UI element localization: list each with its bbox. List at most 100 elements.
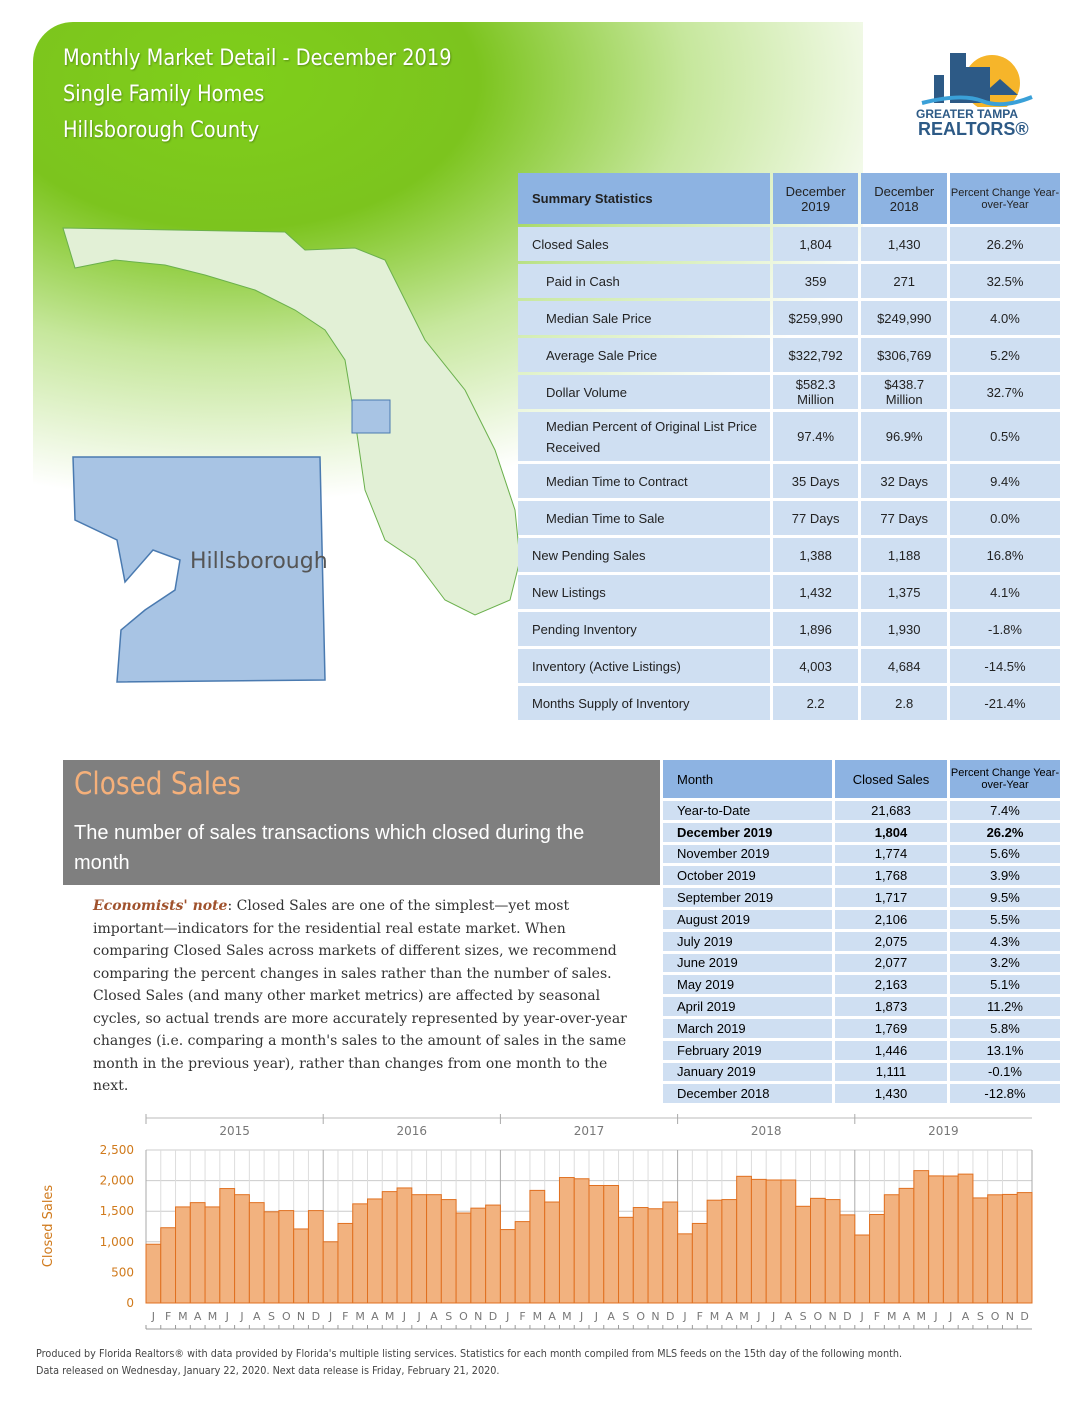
month: October 2019 [663,866,832,886]
header-pct-change: Percent Change Year-over-Year [950,173,1060,224]
month: July 2019 [663,931,832,951]
summary-row: Dollar Volume $582.3 Million $438.7 Millio… [518,375,1060,409]
footer: Produced by Florida Realtors® with data … [36,1346,902,1380]
month-row: January 2019 1,111 -0.1% [663,1062,1060,1082]
y-tick-label: 1,500 [100,1204,134,1218]
year-label: 2018 [751,1124,782,1138]
row-label: Median Time to Sale [518,501,770,535]
month-label: A [371,1310,379,1323]
bar [234,1194,250,1304]
bar [677,1233,693,1304]
current-value: 35 Days [772,464,859,498]
header-prior: December 2018 [861,173,947,224]
month-label: S [977,1310,984,1323]
note-label: Economists' note [93,898,228,914]
pct-change: -12.8% [950,1084,1060,1104]
month-label: J [771,1310,775,1323]
bar [721,1199,738,1304]
month-label: N [651,1310,659,1323]
florida-map: Hillsborough [62,227,521,683]
closed-sales: 1,446 [835,1040,947,1060]
monthly-closed-sales-table: Month Closed Sales Percent Change Year-o… [660,757,1063,1106]
bar [573,1178,590,1304]
month-row: September 2019 1,717 9.5% [663,888,1060,907]
month-row: June 2019 2,077 3.2% [663,953,1060,973]
bar [160,1227,177,1304]
prior-value: 2.8 [861,686,947,720]
current-value: 359 [772,264,859,298]
month-label: M [710,1310,720,1323]
pct-change: 32.5% [950,264,1060,298]
prior-value: 1,188 [861,538,947,572]
bar [352,1203,369,1304]
current-value: 1,804 [772,227,859,261]
month-label: J [682,1310,686,1323]
month-label: S [445,1310,452,1323]
bar [957,1173,974,1304]
month-row: Year-to-Date 21,683 7.4% [663,801,1060,820]
pct-change: 9.5% [950,888,1060,907]
bar [293,1228,309,1304]
pct-change: 5.8% [950,1018,1060,1038]
bar [706,1199,723,1304]
year-label: 2019 [928,1124,959,1138]
summary-row: Median Percent of Original List Price Re… [518,412,1060,461]
month-label: F [519,1310,525,1323]
summary-row: Average Sale Price $322,792 $306,769 5.2% [518,338,1060,372]
bar [278,1210,295,1304]
closed-sales: 21,683 [835,801,947,820]
closed-sales: 1,873 [835,997,947,1016]
month: March 2019 [663,1018,832,1038]
current-value: 97.4% [772,412,859,461]
month: April 2019 [663,997,832,1016]
bar [1001,1193,1018,1304]
summary-row: Median Sale Price $259,990 $249,990 4.0% [518,301,1060,335]
hillsborough-inset [72,456,326,683]
month: Year-to-Date [663,801,832,820]
bar [204,1206,221,1304]
prior-value: 1,430 [861,227,947,261]
prior-value: $306,769 [861,338,947,372]
bar [854,1234,871,1304]
summary-row: Inventory (Active Listings) 4,003 4,684 -14… [518,649,1060,683]
bar [499,1229,516,1304]
pct-change: 4.0% [950,301,1060,335]
bar [440,1199,457,1304]
logo-text-top: GREATER TAMPA [916,107,1018,121]
month-row: October 2019 1,768 3.9% [663,866,1060,886]
month-label: J [239,1310,243,1323]
row-label: Pending Inventory [518,612,770,646]
month-label: M [355,1310,365,1323]
bar [588,1184,605,1304]
closed-sales: 1,774 [835,844,947,864]
month-row: December 2018 1,430 -12.8% [663,1084,1060,1104]
month-label: A [785,1310,793,1323]
closed-sales: 2,163 [835,975,947,995]
pct-change: 26.2% [950,227,1060,261]
month-row: April 2019 1,873 11.2% [663,997,1060,1016]
bar [795,1205,812,1304]
skyline-sun-icon [921,53,1033,111]
row-label: Average Sale Price [518,338,770,372]
bar [942,1175,959,1304]
section-subtitle: The number of sales transactions which c… [74,822,585,874]
row-label: Dollar Volume [518,375,770,409]
bar [219,1188,236,1304]
bar [263,1211,280,1304]
prior-value: $438.7 Million [861,375,947,409]
current-value: 77 Days [772,501,859,535]
header-pct-change: Percent Change Year-over-Year [950,760,1060,798]
row-label: New Listings [518,575,770,609]
bar [987,1194,1003,1304]
month-label: A [430,1310,438,1323]
bar [455,1212,472,1304]
pct-change: -21.4% [950,686,1060,720]
pct-change: 11.2% [950,997,1060,1016]
y-tick-label: 2,000 [100,1174,134,1188]
year-label: 2015 [219,1124,250,1138]
month-label: O [991,1310,1000,1323]
header-closed-sales: Closed Sales [835,760,947,798]
pct-change: 26.2% [950,822,1060,842]
month-row: November 2019 1,774 5.6% [663,844,1060,864]
summary-row: Median Time to Sale 77 Days 77 Days 0.0% [518,501,1060,535]
